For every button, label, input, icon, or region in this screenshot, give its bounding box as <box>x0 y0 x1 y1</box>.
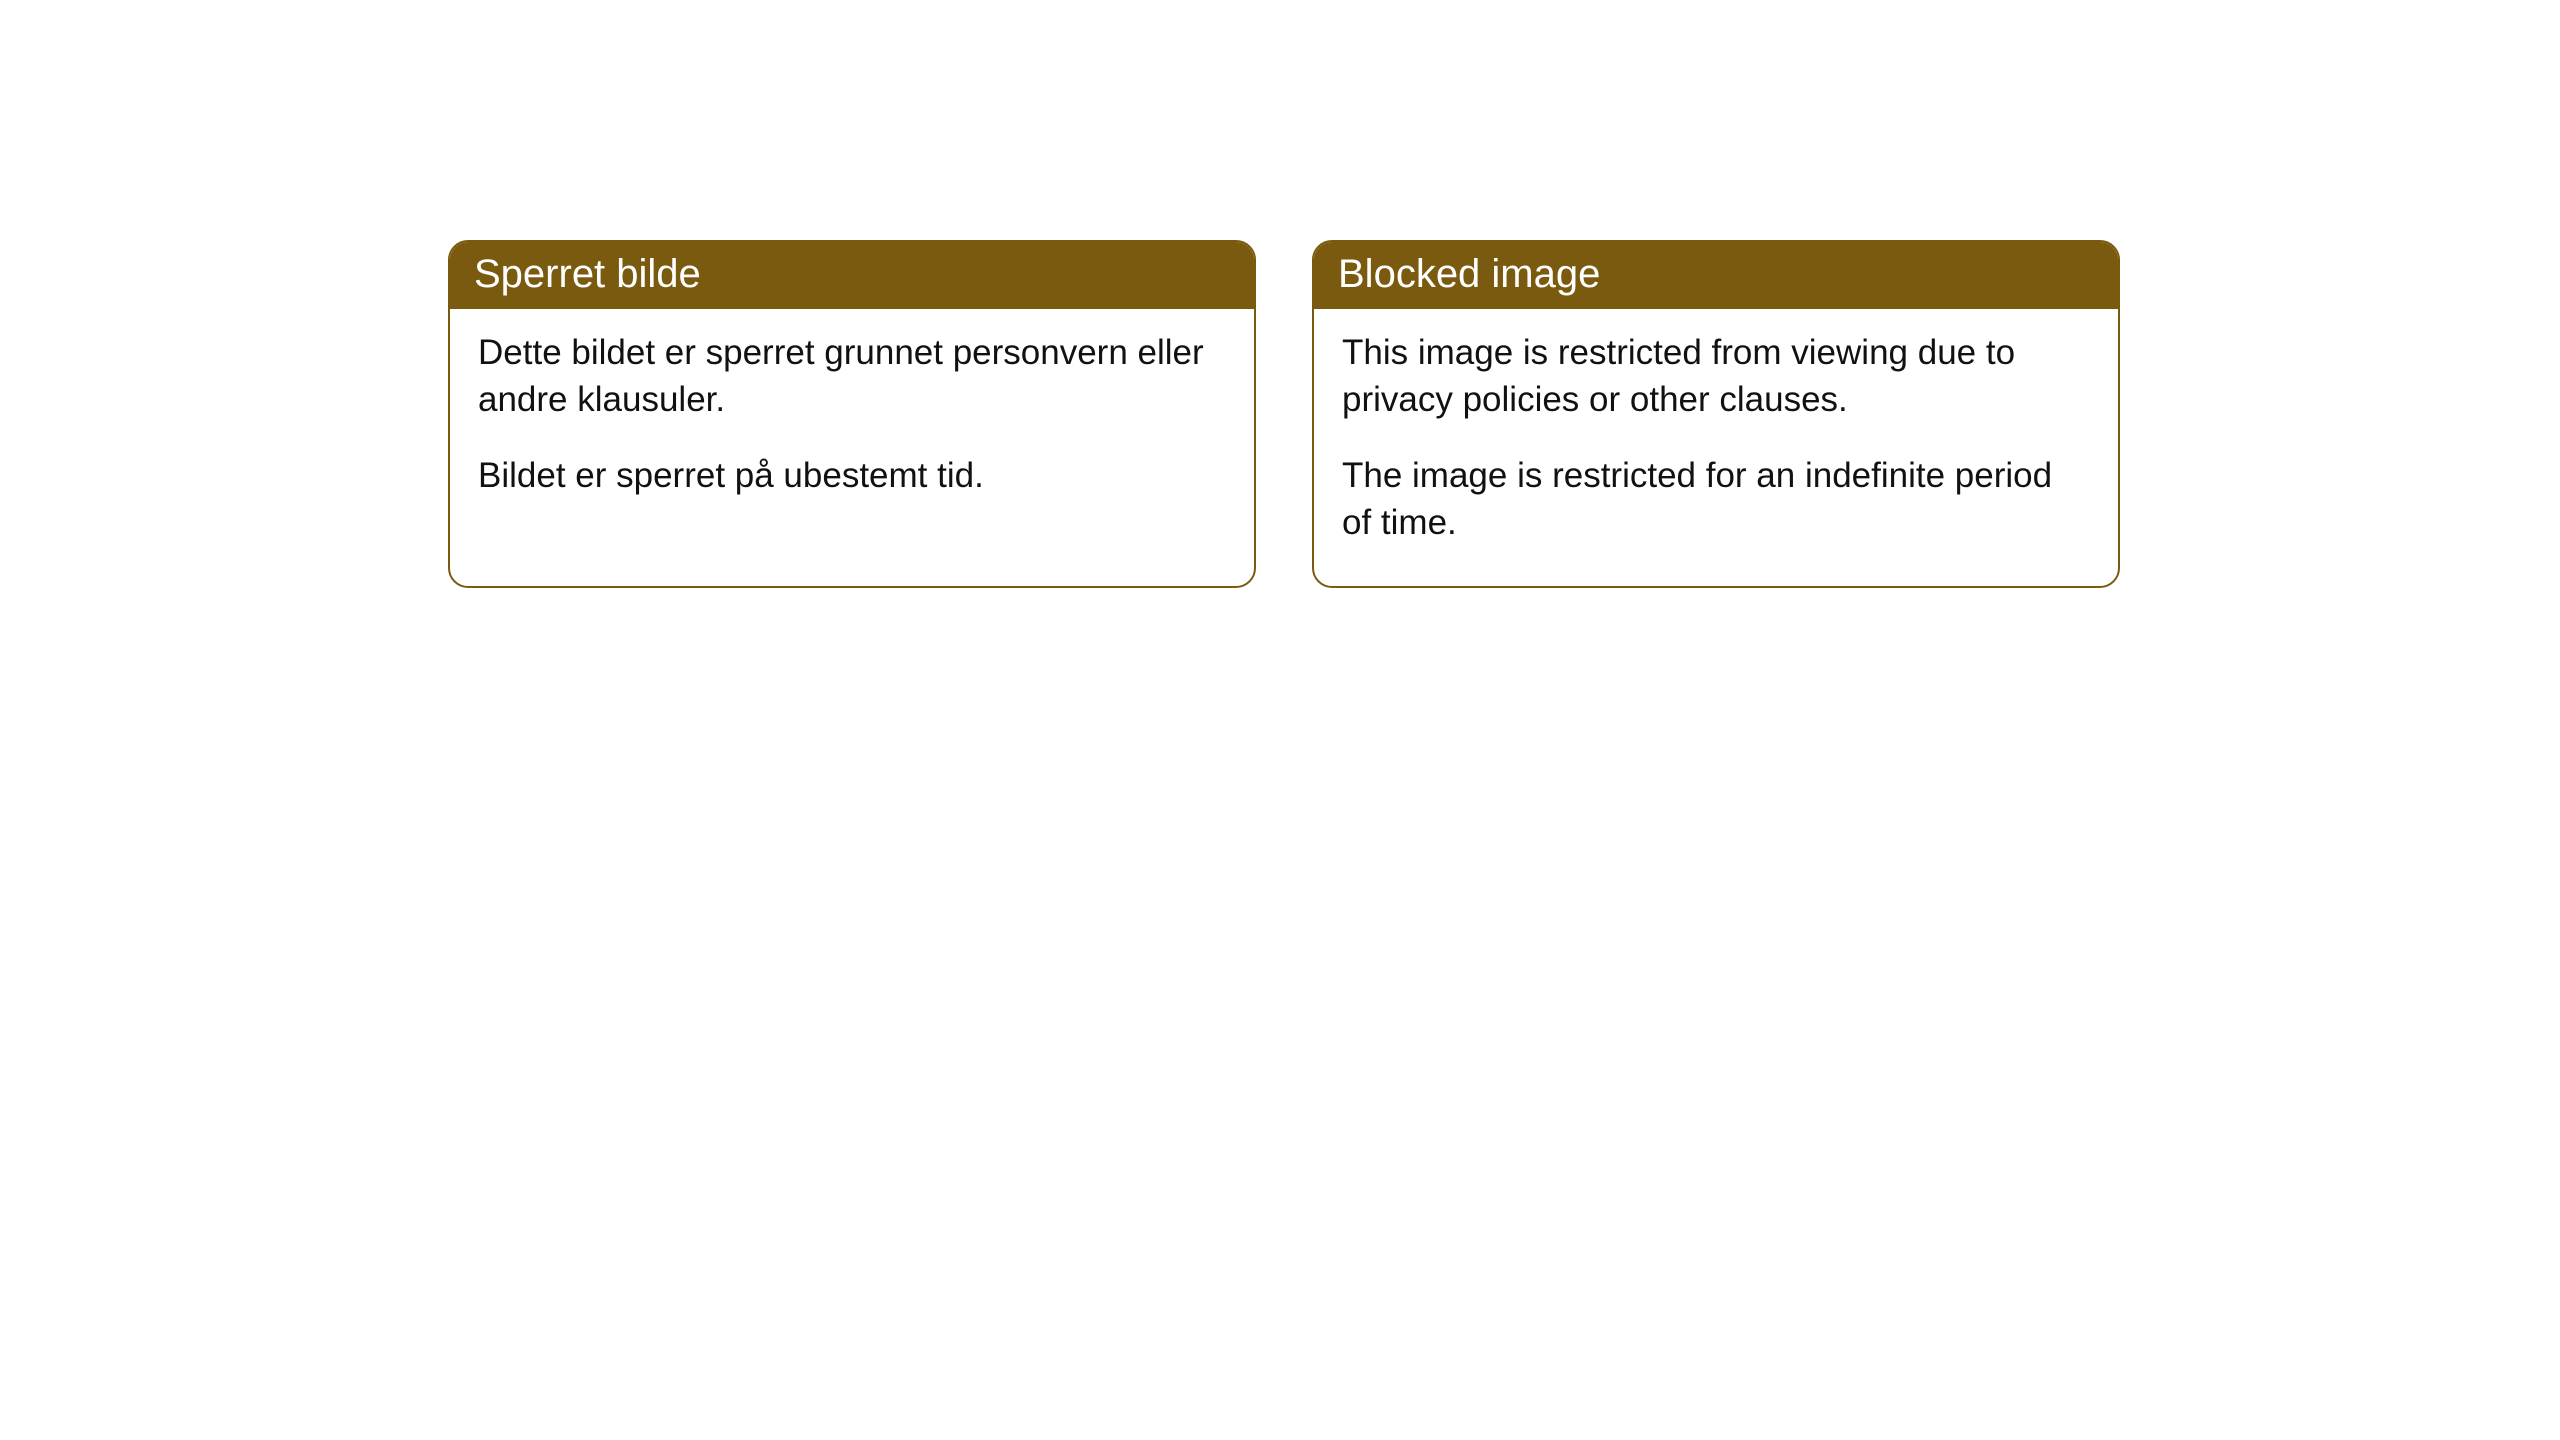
card-body: This image is restricted from viewing du… <box>1314 309 2118 586</box>
notice-card-english: Blocked image This image is restricted f… <box>1312 240 2120 588</box>
card-paragraph: The image is restricted for an indefinit… <box>1342 452 2090 547</box>
card-paragraph: Bildet er sperret på ubestemt tid. <box>478 452 1226 499</box>
card-body: Dette bildet er sperret grunnet personve… <box>450 309 1254 539</box>
card-title: Sperret bilde <box>474 252 701 296</box>
notice-cards-container: Sperret bilde Dette bildet er sperret gr… <box>448 240 2560 588</box>
card-title: Blocked image <box>1338 252 1600 296</box>
card-header: Blocked image <box>1314 242 2118 309</box>
notice-card-norwegian: Sperret bilde Dette bildet er sperret gr… <box>448 240 1256 588</box>
card-paragraph: Dette bildet er sperret grunnet personve… <box>478 329 1226 424</box>
card-header: Sperret bilde <box>450 242 1254 309</box>
card-paragraph: This image is restricted from viewing du… <box>1342 329 2090 424</box>
